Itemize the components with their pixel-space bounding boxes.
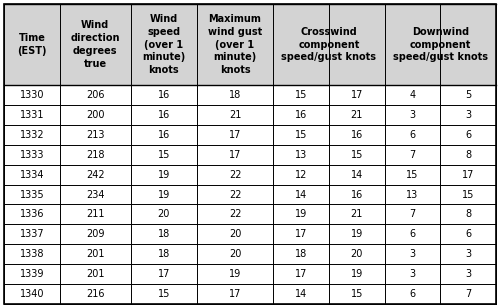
Text: 17: 17 (229, 130, 241, 140)
Bar (440, 5, 441, 84)
Text: 15: 15 (158, 150, 170, 160)
Text: 216: 216 (86, 289, 104, 299)
Text: 21: 21 (229, 110, 241, 120)
Text: 218: 218 (86, 150, 104, 160)
Text: 1330: 1330 (20, 90, 44, 100)
Text: 16: 16 (158, 90, 170, 100)
Text: 6: 6 (410, 229, 416, 239)
Text: 3: 3 (410, 110, 416, 120)
Text: 12: 12 (295, 170, 307, 180)
Text: 16: 16 (158, 130, 170, 140)
Text: 5: 5 (465, 90, 471, 100)
Text: 16: 16 (350, 130, 363, 140)
Text: 21: 21 (350, 209, 363, 219)
Text: 15: 15 (295, 90, 307, 100)
Text: 17: 17 (462, 170, 474, 180)
Text: 6: 6 (410, 130, 416, 140)
Text: 213: 213 (86, 130, 104, 140)
Text: 17: 17 (350, 90, 363, 100)
Text: 19: 19 (158, 170, 170, 180)
Text: 242: 242 (86, 170, 104, 180)
Text: 20: 20 (158, 209, 170, 219)
Text: 201: 201 (86, 269, 104, 279)
Text: 15: 15 (350, 289, 363, 299)
Text: 19: 19 (158, 189, 170, 200)
Text: 17: 17 (295, 229, 307, 239)
Text: 201: 201 (86, 249, 104, 259)
Text: 20: 20 (350, 249, 363, 259)
Text: 7: 7 (410, 150, 416, 160)
Text: 6: 6 (410, 289, 416, 299)
Text: 209: 209 (86, 229, 104, 239)
Bar (4, 4, 496, 85)
Text: 15: 15 (158, 289, 170, 299)
Text: Wind
direction
degrees
true: Wind direction degrees true (70, 20, 120, 69)
Text: 15: 15 (295, 130, 307, 140)
Text: 8: 8 (465, 150, 471, 160)
Text: 19: 19 (229, 269, 241, 279)
Text: 6: 6 (465, 130, 471, 140)
Text: 7: 7 (465, 289, 471, 299)
Text: 17: 17 (158, 269, 170, 279)
Text: 18: 18 (295, 249, 307, 259)
Bar (328, 5, 330, 84)
Text: 19: 19 (350, 229, 363, 239)
Text: Time
(EST): Time (EST) (17, 33, 46, 56)
Text: 14: 14 (295, 189, 307, 200)
Text: 22: 22 (229, 209, 241, 219)
Text: 15: 15 (350, 150, 363, 160)
Text: Wind
speed
(over 1
minute)
knots: Wind speed (over 1 minute) knots (142, 14, 186, 75)
Text: 200: 200 (86, 110, 104, 120)
Text: 1339: 1339 (20, 269, 44, 279)
Text: 21: 21 (350, 110, 363, 120)
Text: 22: 22 (229, 170, 241, 180)
Text: 8: 8 (465, 209, 471, 219)
Text: 13: 13 (295, 150, 307, 160)
Text: 6: 6 (465, 229, 471, 239)
Text: 1333: 1333 (20, 150, 44, 160)
Text: 211: 211 (86, 209, 104, 219)
Text: 3: 3 (410, 249, 416, 259)
Text: 1332: 1332 (20, 130, 44, 140)
Text: 19: 19 (350, 269, 363, 279)
Text: 3: 3 (465, 249, 471, 259)
Text: 18: 18 (158, 249, 170, 259)
Text: 16: 16 (350, 189, 363, 200)
Text: 15: 15 (462, 189, 474, 200)
Text: 17: 17 (229, 289, 241, 299)
Text: 17: 17 (295, 269, 307, 279)
Text: 3: 3 (465, 269, 471, 279)
Text: 1336: 1336 (20, 209, 44, 219)
Text: 1331: 1331 (20, 110, 44, 120)
Text: 20: 20 (229, 229, 241, 239)
Text: 18: 18 (229, 90, 241, 100)
Text: 3: 3 (410, 269, 416, 279)
Text: 1334: 1334 (20, 170, 44, 180)
Text: 4: 4 (410, 90, 416, 100)
Text: 1337: 1337 (20, 229, 44, 239)
Text: 16: 16 (158, 110, 170, 120)
Text: 22: 22 (229, 189, 241, 200)
Text: 1340: 1340 (20, 289, 44, 299)
Text: 16: 16 (295, 110, 307, 120)
Text: 17: 17 (229, 150, 241, 160)
Text: 19: 19 (295, 209, 307, 219)
Text: Crosswind
component
speed/gust knots: Crosswind component speed/gust knots (282, 27, 376, 62)
Text: 15: 15 (406, 170, 418, 180)
Text: 1338: 1338 (20, 249, 44, 259)
Text: 1335: 1335 (20, 189, 44, 200)
Text: 206: 206 (86, 90, 104, 100)
Text: 234: 234 (86, 189, 104, 200)
Text: 7: 7 (410, 209, 416, 219)
Text: 20: 20 (229, 249, 241, 259)
Text: 18: 18 (158, 229, 170, 239)
Text: 13: 13 (406, 189, 418, 200)
Text: 3: 3 (465, 110, 471, 120)
Text: 14: 14 (350, 170, 363, 180)
Text: 14: 14 (295, 289, 307, 299)
Text: Downwind
component
speed/gust knots: Downwind component speed/gust knots (393, 27, 488, 62)
Text: Maximum
wind gust
(over 1
minute)
knots: Maximum wind gust (over 1 minute) knots (208, 14, 262, 75)
